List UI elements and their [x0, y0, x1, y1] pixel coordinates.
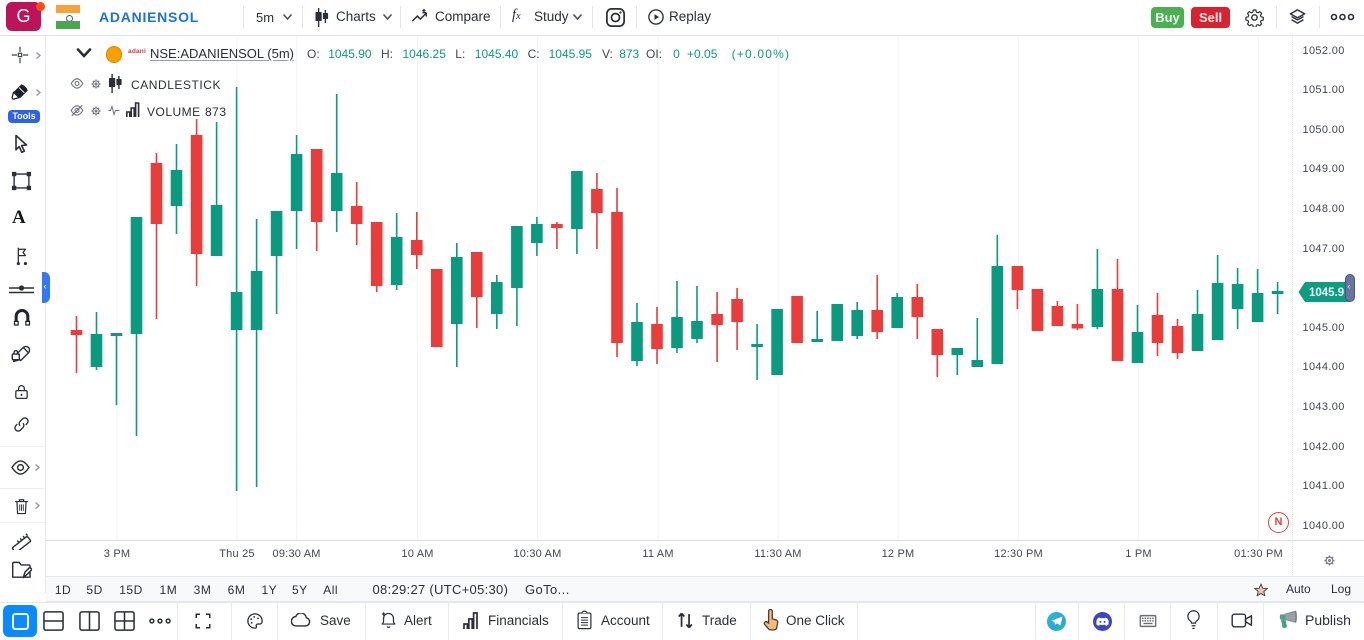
svg-text:1045.9: 1045.9	[1309, 287, 1344, 299]
